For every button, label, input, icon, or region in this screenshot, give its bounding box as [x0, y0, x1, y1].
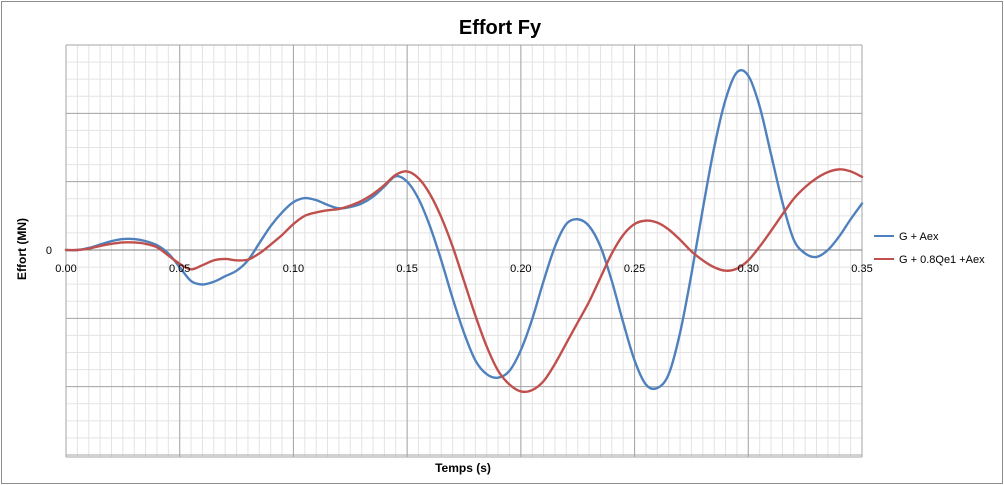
legend-label-g-08qe1-aex: G + 0.8Qe1 +Aex: [899, 254, 985, 266]
x-tick-label: 0.10: [283, 263, 304, 275]
x-tick-label: 0.20: [510, 263, 531, 275]
x-axis-tick-labels: 0.00 0.05 0.10 0.15 0.20 0.25 0.30 0.35: [55, 263, 872, 275]
minor-grid: [65, 44, 863, 457]
x-tick-label: 0.00: [55, 263, 76, 275]
x-tick-label: 0.25: [624, 263, 645, 275]
y-axis-title: Effort (MN): [15, 218, 29, 280]
x-tick-label: 0.35: [851, 263, 872, 275]
x-tick-label: 0.30: [738, 263, 759, 275]
series-line-g-08qe1-aex: [64, 168, 864, 394]
y-axis-tick-labels: 0: [46, 245, 52, 257]
legend-label-g-aex: G + Aex: [899, 231, 939, 243]
major-grid: [65, 44, 863, 458]
x-tick-label: 0.05: [169, 263, 190, 275]
x-axis-title: Temps (s): [435, 461, 491, 475]
legend: G + Aex G + 0.8Qe1 +Aex: [874, 231, 985, 266]
x-tick-label: 0.15: [396, 263, 417, 275]
chart-title: Effort Fy: [459, 17, 542, 39]
y-tick-label: 0: [46, 245, 52, 257]
series-layer: [64, 68, 864, 394]
series-line-g-aex: [64, 68, 864, 391]
